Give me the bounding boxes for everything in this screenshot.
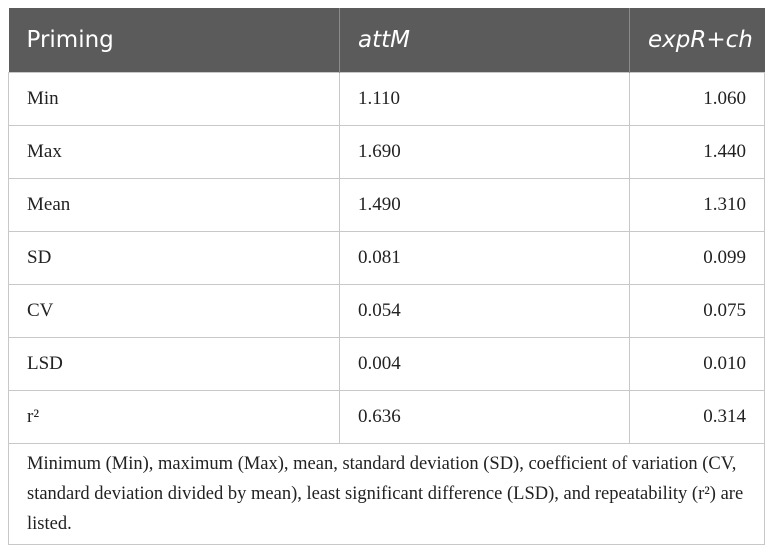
value-cell: 0.075 [629,284,765,338]
value-cell: 0.010 [629,337,765,391]
table-row: Mean 1.490 1.310 [8,178,765,232]
data-table: Priming attM expR+ch Min 1.110 1.060 Max 1.6… [8,8,765,545]
table-row: r² 0.636 0.314 [8,390,765,444]
row-label: Mean [8,178,340,232]
header-cell: attM [339,8,630,73]
row-label: LSD [8,337,340,391]
value-cell: 1.440 [629,125,765,179]
table-footer: Minimum (Min), maximum (Max), mean, stan… [8,443,765,545]
row-label: SD [8,231,340,285]
table-row: Max 1.690 1.440 [8,125,765,179]
row-label: CV [8,284,340,338]
value-cell: 1.690 [339,125,630,179]
table-row: CV 0.054 0.075 [8,284,765,338]
table-row: LSD 0.004 0.010 [8,337,765,391]
table-header: Priming attM expR+ch [8,8,765,73]
footnote: Minimum (Min), maximum (Max), mean, stan… [8,443,765,545]
value-cell: 0.054 [339,284,630,338]
value-cell: 0.004 [339,337,630,391]
header-cell: Priming [8,8,340,73]
row-label: Max [8,125,340,179]
value-cell: 0.636 [339,390,630,444]
value-cell: 0.099 [629,231,765,285]
header-row: Priming attM expR+ch [8,8,765,73]
row-label: Min [8,72,340,126]
table-row: Min 1.110 1.060 [8,72,765,126]
table-row: SD 0.081 0.099 [8,231,765,285]
value-cell: 1.110 [339,72,630,126]
row-label: r² [8,390,340,444]
value-cell: 1.310 [629,178,765,232]
header-cell: expR+ch [629,8,765,73]
value-cell: 1.060 [629,72,765,126]
table-body: Min 1.110 1.060 Max 1.690 1.440 Mean 1.490 1.310… [8,72,765,444]
value-cell: 0.314 [629,390,765,444]
value-cell: 1.490 [339,178,630,232]
value-cell: 0.081 [339,231,630,285]
footnote-row: Minimum (Min), maximum (Max), mean, stan… [8,443,765,545]
